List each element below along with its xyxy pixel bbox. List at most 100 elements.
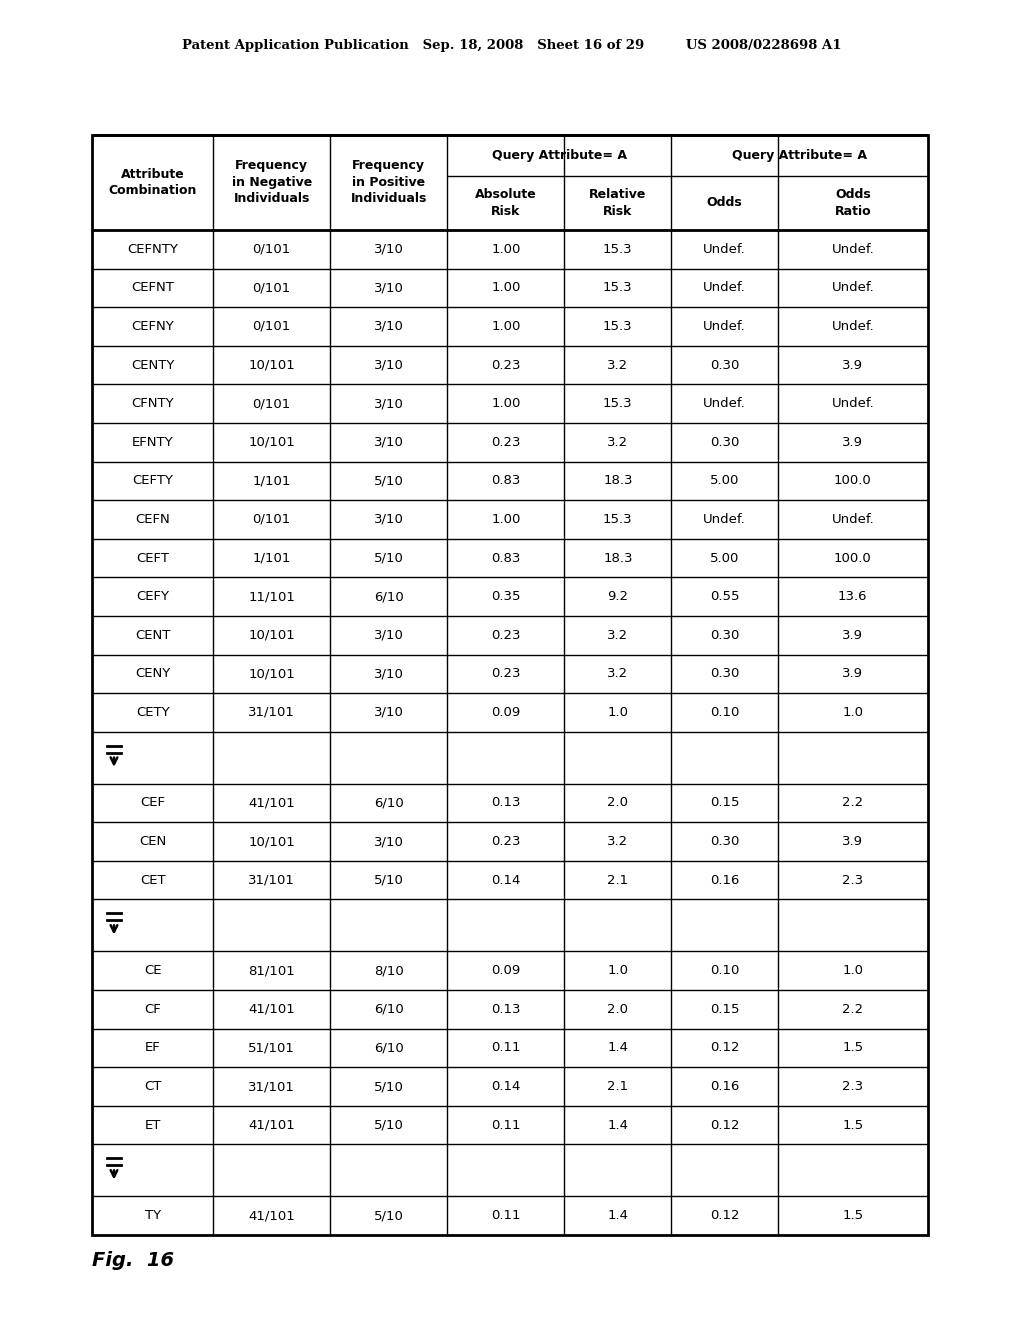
Text: 6/10: 6/10 — [374, 590, 403, 603]
Text: 0.10: 0.10 — [710, 964, 739, 977]
Text: CEFNY: CEFNY — [131, 319, 174, 333]
Text: 31/101: 31/101 — [248, 706, 295, 719]
Text: 5/10: 5/10 — [374, 1080, 403, 1093]
Text: 41/101: 41/101 — [249, 1209, 295, 1222]
Text: 3/10: 3/10 — [374, 836, 403, 847]
Text: 3.2: 3.2 — [607, 668, 629, 680]
Text: 3.2: 3.2 — [607, 628, 629, 642]
Text: 5/10: 5/10 — [374, 474, 403, 487]
Text: 5/10: 5/10 — [374, 1209, 403, 1222]
Text: 9.2: 9.2 — [607, 590, 629, 603]
Text: 2.3: 2.3 — [842, 874, 863, 887]
Text: 41/101: 41/101 — [249, 1003, 295, 1016]
Text: Odds
Ratio: Odds Ratio — [835, 189, 871, 218]
Text: Attribute
Combination: Attribute Combination — [109, 168, 197, 197]
Text: 0.30: 0.30 — [710, 628, 739, 642]
Text: 3/10: 3/10 — [374, 319, 403, 333]
Text: 1.00: 1.00 — [492, 319, 520, 333]
Text: 51/101: 51/101 — [248, 1041, 295, 1055]
Text: 0.13: 0.13 — [492, 1003, 520, 1016]
Text: 1.0: 1.0 — [843, 706, 863, 719]
Text: 3/10: 3/10 — [374, 668, 403, 680]
Text: 0.23: 0.23 — [492, 359, 520, 371]
Text: 1.4: 1.4 — [607, 1041, 629, 1055]
Text: Undef.: Undef. — [831, 243, 874, 256]
Text: 0/101: 0/101 — [253, 319, 291, 333]
Text: 100.0: 100.0 — [834, 474, 871, 487]
Text: 6/10: 6/10 — [374, 1003, 403, 1016]
Text: 13.6: 13.6 — [838, 590, 867, 603]
Text: 0.12: 0.12 — [710, 1118, 739, 1131]
Text: CF: CF — [144, 1003, 161, 1016]
Text: 31/101: 31/101 — [248, 874, 295, 887]
Text: CE: CE — [143, 964, 162, 977]
Text: 1/101: 1/101 — [253, 552, 291, 565]
Text: 0/101: 0/101 — [253, 397, 291, 411]
Text: CEFNT: CEFNT — [131, 281, 174, 294]
Text: TY: TY — [144, 1209, 161, 1222]
Text: 41/101: 41/101 — [249, 1118, 295, 1131]
Text: 15.3: 15.3 — [603, 513, 633, 525]
Text: Undef.: Undef. — [831, 397, 874, 411]
Text: 10/101: 10/101 — [249, 436, 295, 449]
Text: CENT: CENT — [135, 628, 170, 642]
Text: 0.11: 0.11 — [492, 1118, 520, 1131]
Text: 1.5: 1.5 — [842, 1118, 863, 1131]
Text: 3.9: 3.9 — [843, 359, 863, 371]
Text: Frequency
in Negative
Individuals: Frequency in Negative Individuals — [231, 160, 312, 206]
Text: Query Attribute= A: Query Attribute= A — [492, 149, 627, 162]
Text: 15.3: 15.3 — [603, 281, 633, 294]
Text: 1/101: 1/101 — [253, 474, 291, 487]
Text: 0.30: 0.30 — [710, 436, 739, 449]
Text: 0.83: 0.83 — [492, 474, 520, 487]
Text: 0.14: 0.14 — [492, 1080, 520, 1093]
Text: 8/10: 8/10 — [374, 964, 403, 977]
Text: 2.1: 2.1 — [607, 874, 629, 887]
Text: 10/101: 10/101 — [249, 836, 295, 847]
Text: 0.16: 0.16 — [710, 1080, 739, 1093]
Text: 2.0: 2.0 — [607, 1003, 629, 1016]
Text: 0.30: 0.30 — [710, 359, 739, 371]
Text: 1.5: 1.5 — [842, 1041, 863, 1055]
Text: 2.3: 2.3 — [842, 1080, 863, 1093]
Text: 0.16: 0.16 — [710, 874, 739, 887]
Text: 6/10: 6/10 — [374, 796, 403, 809]
Text: 2.1: 2.1 — [607, 1080, 629, 1093]
Text: 0.14: 0.14 — [492, 874, 520, 887]
Text: 3/10: 3/10 — [374, 706, 403, 719]
Text: 3.2: 3.2 — [607, 836, 629, 847]
Text: Relative
Risk: Relative Risk — [589, 189, 646, 218]
Bar — [92, 135, 928, 1236]
Text: 41/101: 41/101 — [249, 796, 295, 809]
Text: 31/101: 31/101 — [248, 1080, 295, 1093]
Text: 18.3: 18.3 — [603, 552, 633, 565]
Text: CETY: CETY — [136, 706, 169, 719]
Text: 3/10: 3/10 — [374, 436, 403, 449]
Text: CET: CET — [140, 874, 166, 887]
Text: CEFY: CEFY — [136, 590, 169, 603]
Text: 0.23: 0.23 — [492, 668, 520, 680]
Text: Undef.: Undef. — [703, 243, 745, 256]
Text: Frequency
in Positive
Individuals: Frequency in Positive Individuals — [350, 160, 427, 206]
Text: 3.9: 3.9 — [843, 436, 863, 449]
Text: 3.2: 3.2 — [607, 359, 629, 371]
Text: 3.9: 3.9 — [843, 628, 863, 642]
Text: CEFT: CEFT — [136, 552, 169, 565]
Text: 15.3: 15.3 — [603, 397, 633, 411]
Text: CFNTY: CFNTY — [131, 397, 174, 411]
Text: 0/101: 0/101 — [253, 243, 291, 256]
Text: Odds: Odds — [707, 197, 742, 210]
Text: CEFTY: CEFTY — [132, 474, 173, 487]
Text: CEF: CEF — [140, 796, 165, 809]
Text: 5.00: 5.00 — [710, 474, 739, 487]
Text: EFNTY: EFNTY — [132, 436, 173, 449]
Text: 0.35: 0.35 — [492, 590, 520, 603]
Text: 1.0: 1.0 — [607, 706, 629, 719]
Text: Absolute
Risk: Absolute Risk — [475, 189, 537, 218]
Text: 2.2: 2.2 — [842, 796, 863, 809]
Text: 0.15: 0.15 — [710, 1003, 739, 1016]
Text: 3.2: 3.2 — [607, 436, 629, 449]
Text: Undef.: Undef. — [703, 397, 745, 411]
Text: 1.00: 1.00 — [492, 397, 520, 411]
Text: 0/101: 0/101 — [253, 513, 291, 525]
